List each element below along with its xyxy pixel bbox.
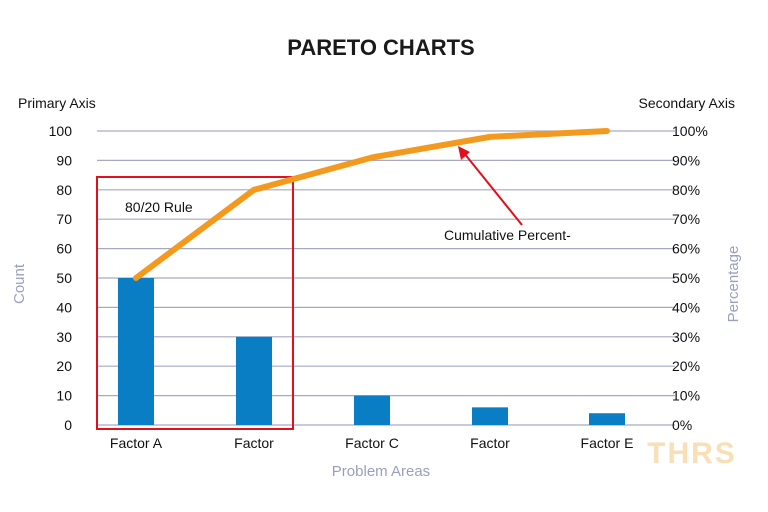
rule-box (96, 176, 294, 430)
category-label: Factor C (345, 435, 399, 451)
y-tick-label: 70 (56, 211, 72, 227)
bar (354, 395, 390, 425)
y-tick-label: 20 (56, 358, 72, 374)
category-label: Factor (234, 435, 274, 451)
watermark-text: THRS (647, 437, 737, 470)
y2-tick-label: 20% (672, 358, 700, 374)
y2-axis-title: Percentage (725, 246, 742, 323)
x-axis-title: Problem Areas (332, 463, 430, 480)
secondary-y-ticks: 0% 10% 20% 30% 40% 50% 60% 70% 80% 90% 100% (672, 123, 708, 433)
arrow-head (458, 146, 470, 160)
category-label: Factor (470, 435, 510, 451)
y2-tick-label: 30% (672, 329, 700, 345)
y2-tick-label: 60% (672, 241, 700, 257)
arrow-line (463, 152, 523, 226)
y2-tick-label: 100% (672, 123, 708, 139)
bar (118, 278, 154, 425)
y-tick-label: 10 (56, 388, 72, 404)
y2-tick-label: 40% (672, 299, 700, 315)
y-tick-label: 60 (56, 241, 72, 257)
secondary-axis-label: Secondary Axis (639, 95, 736, 111)
cumulative-percent-line (133, 128, 610, 281)
rule-box-label: 80/20 Rule (125, 199, 193, 215)
bar (236, 336, 272, 425)
gridlines (97, 130, 675, 426)
y-axis-title: Count (11, 263, 28, 304)
y2-tick-label: 80% (672, 182, 700, 198)
bar (589, 413, 625, 425)
y-tick-label: 40 (56, 299, 72, 315)
category-label: Factor A (110, 435, 163, 451)
y2-tick-label: 70% (672, 211, 700, 227)
y2-tick-label: 0% (672, 417, 692, 433)
category-label: Factor E (581, 435, 634, 451)
bar (472, 407, 508, 425)
cumulative-points (135, 130, 608, 279)
y-tick-label: 90 (56, 152, 72, 168)
y-tick-label: 30 (56, 329, 72, 345)
cumulative-arrow (458, 146, 523, 226)
category-labels: Factor A Factor Factor C Factor Factor E (110, 435, 634, 451)
y-tick-label: 100 (49, 123, 73, 139)
y-tick-label: 50 (56, 270, 72, 286)
primary-axis-label: Primary Axis (18, 95, 96, 111)
chart-title: PARETO CHARTS (287, 35, 474, 60)
y2-tick-label: 10% (672, 388, 700, 404)
y2-tick-label: 50% (672, 270, 700, 286)
y2-tick-label: 90% (672, 152, 700, 168)
primary-y-ticks: 0 10 20 30 40 50 60 70 80 90 100 (49, 123, 73, 433)
y-tick-label: 0 (64, 417, 72, 433)
bar-series (118, 278, 625, 425)
y-tick-label: 80 (56, 182, 72, 198)
cumulative-percent-label: Cumulative Percent- (444, 227, 571, 243)
